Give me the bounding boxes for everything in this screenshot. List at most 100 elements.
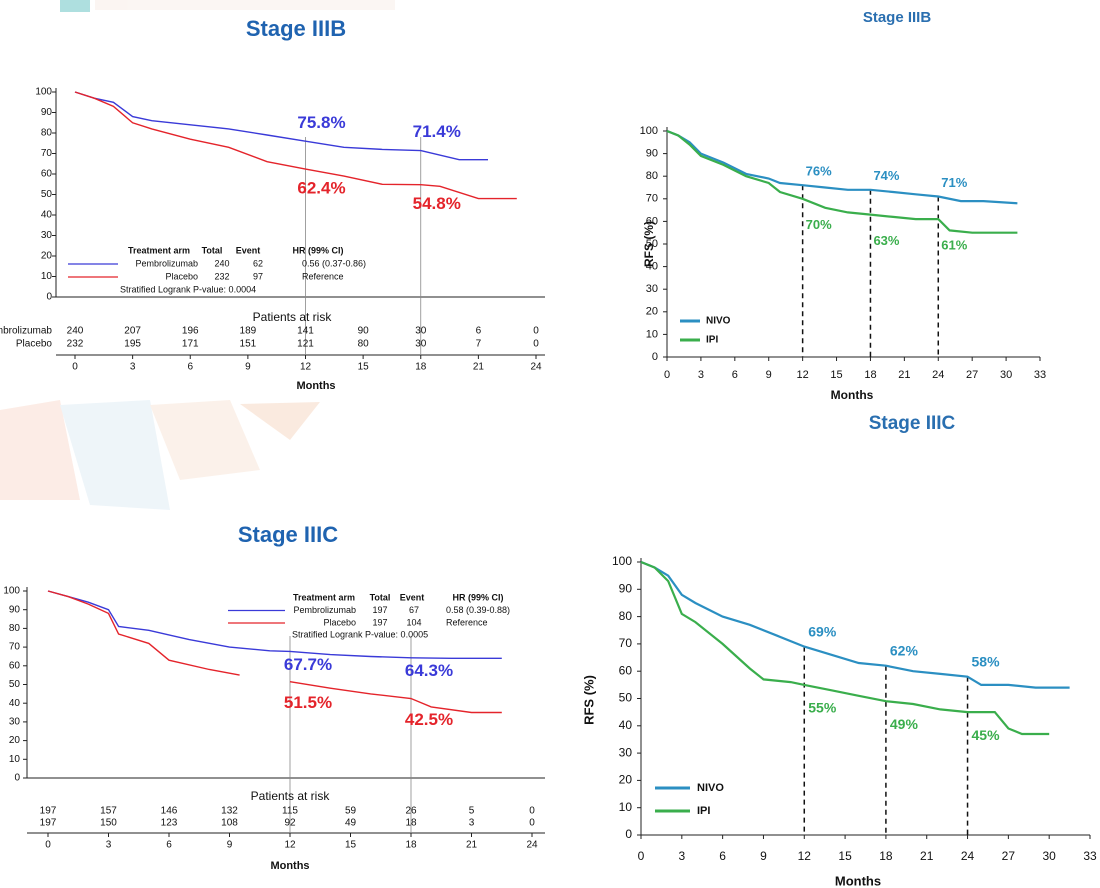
y-tick-label: 10 — [619, 800, 633, 814]
risk-title: Patients at risk — [251, 789, 331, 803]
legend-name: IPI — [706, 335, 718, 346]
risk-count: 59 — [345, 806, 357, 817]
legend-cell: 62 — [253, 258, 263, 268]
milestone-label: 51.5% — [284, 693, 332, 712]
legend-header: Treatment arm — [128, 245, 190, 255]
x-tick-label: 12 — [284, 840, 296, 851]
risk-count: 0 — [529, 806, 535, 817]
survival-curve — [48, 591, 502, 658]
risk-count: 197 — [40, 818, 57, 829]
risk-count: 132 — [221, 806, 238, 817]
y-tick-label: 60 — [619, 663, 633, 677]
x-tick-label: 21 — [898, 369, 910, 381]
risk-count: 146 — [161, 806, 178, 817]
legend-header: Treatment arm — [293, 592, 355, 602]
legend-cell: 197 — [372, 605, 387, 615]
survival-curve — [641, 562, 1049, 734]
x-tick-label: 24 — [526, 840, 538, 851]
risk-count: 240 — [67, 326, 84, 337]
risk-count: 150 — [100, 818, 117, 829]
chart-title: Stage IIIC — [869, 413, 956, 434]
x-tick-label: 15 — [838, 849, 852, 863]
risk-count: 0 — [529, 818, 535, 829]
x-tick-label: 24 — [932, 369, 944, 381]
legend-cell: 97 — [253, 271, 263, 281]
legend-cell: 240 — [214, 258, 229, 268]
y-tick-label: 30 — [646, 283, 658, 295]
x-tick-label: 3 — [130, 362, 136, 373]
y-tick-label: 40 — [619, 718, 633, 732]
legend-cell: 232 — [214, 271, 229, 281]
x-tick-label: 18 — [415, 362, 427, 373]
y-tick-label: 40 — [9, 698, 21, 709]
milestone-label: 69% — [808, 623, 837, 639]
x-tick-label: 3 — [698, 369, 704, 381]
milestone-label: 74% — [873, 168, 899, 183]
chart-title: Stage IIIC — [238, 522, 338, 547]
survival-curve — [667, 131, 1017, 203]
y-tick-label: 0 — [652, 351, 658, 363]
x-tick-label: 6 — [719, 849, 726, 863]
decor — [60, 0, 90, 12]
x-tick-label: 18 — [864, 369, 876, 381]
milestone-label: 62.4% — [297, 179, 345, 198]
risk-count: 121 — [297, 339, 314, 350]
milestone-label: 63% — [873, 233, 899, 248]
legend-name: Placebo — [323, 617, 356, 627]
legend-header: Event — [236, 245, 261, 255]
legend-name: NIVO — [697, 782, 724, 794]
risk-count: 26 — [405, 806, 417, 817]
milestone-label: 76% — [806, 164, 832, 179]
y-tick-label: 90 — [646, 148, 658, 160]
x-tick-label: 18 — [879, 849, 893, 863]
risk-count: 207 — [124, 326, 141, 337]
x-tick-label: 33 — [1034, 369, 1046, 381]
y-tick-label: 10 — [646, 328, 658, 340]
legend-cell: 0.58 (0.39-0.88) — [446, 605, 510, 615]
y-tick-label: 80 — [646, 170, 658, 182]
legend-header: HR (99% CI) — [292, 245, 343, 255]
y-tick-label: 30 — [619, 745, 633, 759]
decor — [95, 0, 395, 10]
legend-name: Placebo — [165, 271, 198, 281]
risk-count: 18 — [405, 818, 417, 829]
y-tick-label: 70 — [41, 148, 53, 159]
x-tick-label: 6 — [187, 362, 193, 373]
milestone-label: 61% — [941, 238, 967, 253]
x-tick-label: 21 — [466, 840, 478, 851]
figure: Stage IIIB010203040506070809010003691215… — [0, 0, 1100, 888]
y-tick-label: 80 — [41, 128, 53, 139]
legend-cell: 104 — [406, 617, 421, 627]
x-tick-label: 6 — [732, 369, 738, 381]
x-tick-label: 18 — [405, 840, 417, 851]
y-tick-label: 30 — [9, 717, 21, 728]
risk-count: 108 — [221, 818, 238, 829]
x-tick-label: 12 — [798, 849, 812, 863]
chart-title: Stage IIIB — [863, 9, 932, 26]
legend-name: NIVO — [706, 316, 731, 327]
y-tick-label: 100 — [35, 87, 52, 98]
milestone-label: 70% — [806, 217, 832, 232]
y-tick-label: 50 — [41, 189, 53, 200]
x-tick-label: 0 — [638, 849, 645, 863]
y-axis-label: RFS (%) — [581, 675, 596, 725]
milestone-label: 71.4% — [413, 122, 461, 141]
decor — [150, 400, 260, 480]
y-tick-label: 30 — [41, 230, 53, 241]
milestone-label: 67.7% — [284, 655, 332, 674]
x-tick-label: 30 — [1000, 369, 1012, 381]
risk-count: 5 — [469, 806, 475, 817]
legend-header: Total — [202, 245, 223, 255]
y-tick-label: 0 — [625, 827, 632, 841]
risk-count: 189 — [240, 326, 257, 337]
milestone-label: 71% — [941, 175, 967, 190]
x-tick-label: 24 — [961, 849, 975, 863]
legend-header: Total — [370, 592, 391, 602]
survival-curve — [75, 92, 517, 199]
risk-count: 90 — [358, 326, 370, 337]
risk-title: Patients at risk — [253, 310, 333, 324]
risk-label: Placebo — [16, 339, 53, 350]
decor — [240, 402, 320, 440]
y-tick-label: 70 — [619, 636, 633, 650]
legend-name: Pembrolizumab — [135, 258, 198, 268]
